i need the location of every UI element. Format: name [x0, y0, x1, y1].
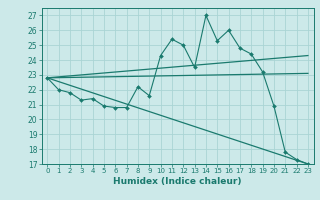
X-axis label: Humidex (Indice chaleur): Humidex (Indice chaleur): [113, 177, 242, 186]
